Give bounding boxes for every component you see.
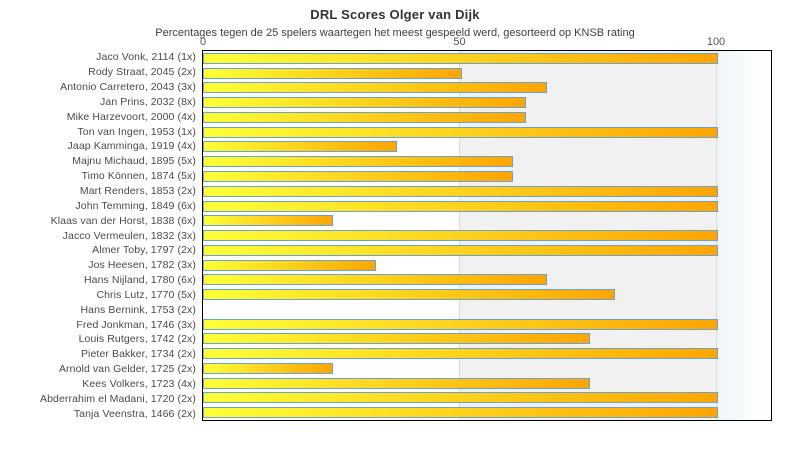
bar — [203, 274, 547, 286]
category-label: Louis Rutgers, 1742 (2x) — [78, 333, 196, 346]
bar-row — [203, 287, 771, 302]
category-label: Jos Heesen, 1782 (3x) — [88, 259, 196, 272]
category-label: Jaco Vonk, 2114 (1x) — [96, 51, 196, 64]
category-label: Mike Harzevoort, 2000 (4x) — [66, 110, 196, 123]
bar-row — [203, 125, 771, 140]
category-label: Pieter Bakker, 1734 (2x) — [80, 348, 196, 361]
bar — [203, 141, 397, 153]
plot-area — [202, 50, 772, 421]
bar — [203, 230, 718, 242]
bar-row — [203, 272, 771, 287]
bar — [203, 52, 718, 64]
bar-row — [203, 332, 771, 347]
category-label: Timo Können, 1874 (5x) — [81, 170, 196, 183]
category-label: Jacco Vermeulen, 1832 (3x) — [62, 229, 196, 242]
bar — [203, 156, 513, 168]
category-label: John Temming, 1849 (6x) — [75, 199, 196, 212]
bar-row — [203, 346, 771, 361]
bar-row — [203, 376, 771, 391]
bar-row — [203, 81, 771, 96]
category-label: Klaas van der Horst, 1838 (6x) — [50, 214, 196, 227]
bar — [203, 392, 718, 404]
bar-row — [203, 213, 771, 228]
bar — [203, 111, 526, 123]
bar — [203, 82, 547, 94]
bar — [203, 362, 333, 374]
bar — [203, 67, 462, 79]
category-label: Ton van Ingen, 1953 (1x) — [77, 125, 196, 138]
chart-subtitle: Percentages tegen de 25 spelers waartege… — [155, 27, 635, 39]
category-label: Majnu Michaud, 1895 (5x) — [72, 155, 196, 168]
bar — [203, 97, 526, 109]
category-label: Fred Jonkman, 1746 (3x) — [76, 318, 196, 331]
x-tick-label: 100 — [706, 36, 726, 48]
category-label: Chris Lutz, 1770 (5x) — [96, 288, 196, 301]
x-axis-ticks: 0 50 100 — [199, 36, 772, 48]
bar — [203, 407, 718, 419]
bar-row — [203, 140, 771, 155]
bar — [203, 348, 718, 360]
category-labels: Jaco Vonk, 2114 (1x) Rody Straat, 2045 (2… — [0, 50, 196, 421]
bar-row — [203, 405, 771, 420]
bar — [203, 289, 615, 301]
category-label: Jaap Kamminga, 1919 (4x) — [67, 140, 196, 153]
bar — [203, 200, 718, 212]
bar-row — [203, 51, 771, 66]
category-label: Abderrahim el Madani, 1720 (2x) — [39, 392, 196, 405]
bar-row — [203, 169, 771, 184]
x-tick-label: 0 — [199, 36, 207, 48]
category-label: Kees Volkers, 1723 (4x) — [82, 377, 196, 390]
category-label: Jan Prins, 2032 (8x) — [100, 95, 196, 108]
bar-row — [203, 302, 771, 317]
chart-title: DRL Scores Olger van Dijk — [310, 7, 480, 22]
bar-row — [203, 391, 771, 406]
bar-row — [203, 154, 771, 169]
category-label: Tanja Veenstra, 1466 (2x) — [73, 407, 196, 420]
bar-rows — [203, 51, 771, 420]
bar-row — [203, 66, 771, 81]
bar-row — [203, 228, 771, 243]
bar — [203, 259, 376, 271]
bar-row — [203, 243, 771, 258]
bar-row — [203, 317, 771, 332]
category-label: Almer Toby, 1797 (2x) — [92, 244, 196, 257]
bar-row — [203, 361, 771, 376]
bar — [203, 377, 590, 389]
bar — [203, 126, 718, 138]
bar-row — [203, 95, 771, 110]
category-label: Hans Bernink, 1753 (2x) — [80, 303, 196, 316]
category-label: Hans Nijland, 1780 (6x) — [83, 274, 196, 287]
bar — [203, 185, 718, 197]
category-label: Mart Renders, 1853 (2x) — [79, 185, 196, 198]
bar — [203, 318, 718, 330]
bar-row — [203, 184, 771, 199]
category-label: Arnold van Gelder, 1725 (2x) — [58, 363, 196, 376]
bar — [203, 215, 333, 227]
bar-row — [203, 199, 771, 214]
bar-row — [203, 110, 771, 125]
category-label: Antonio Carretero, 2043 (3x) — [60, 81, 196, 94]
bar — [203, 333, 590, 345]
bar — [203, 171, 513, 182]
x-tick-label: 50 — [453, 36, 466, 48]
category-label: Rody Straat, 2045 (2x) — [88, 66, 196, 79]
bar-row — [203, 258, 771, 273]
bar — [203, 244, 718, 256]
